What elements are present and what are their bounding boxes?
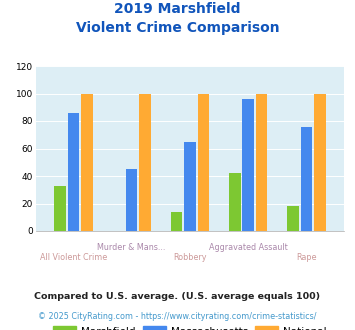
Bar	[314, 93, 326, 231]
Text: © 2025 CityRating.com - https://www.cityrating.com/crime-statistics/: © 2025 CityRating.com - https://www.city…	[38, 312, 317, 321]
Text: Robbery: Robbery	[173, 253, 207, 262]
Legend: Marshfield, Massachusetts, National: Marshfield, Massachusetts, National	[49, 322, 331, 330]
Bar	[287, 206, 299, 231]
Bar	[54, 185, 66, 231]
Bar	[184, 142, 196, 231]
Text: All Violent Crime: All Violent Crime	[40, 253, 107, 262]
Text: 2019 Marshfield: 2019 Marshfield	[114, 2, 241, 16]
Bar	[229, 173, 241, 231]
Text: Violent Crime Comparison: Violent Crime Comparison	[76, 21, 279, 35]
Bar	[81, 93, 93, 231]
Bar	[171, 212, 182, 231]
Bar	[197, 93, 209, 231]
Text: Compared to U.S. average. (U.S. average equals 100): Compared to U.S. average. (U.S. average …	[34, 292, 321, 301]
Bar	[126, 169, 137, 231]
Bar	[67, 113, 79, 231]
Text: Murder & Mans...: Murder & Mans...	[98, 244, 166, 252]
Bar	[139, 93, 151, 231]
Bar	[301, 126, 312, 231]
Bar	[256, 93, 267, 231]
Text: Rape: Rape	[296, 253, 317, 262]
Text: Aggravated Assault: Aggravated Assault	[209, 244, 288, 252]
Bar	[242, 99, 254, 231]
